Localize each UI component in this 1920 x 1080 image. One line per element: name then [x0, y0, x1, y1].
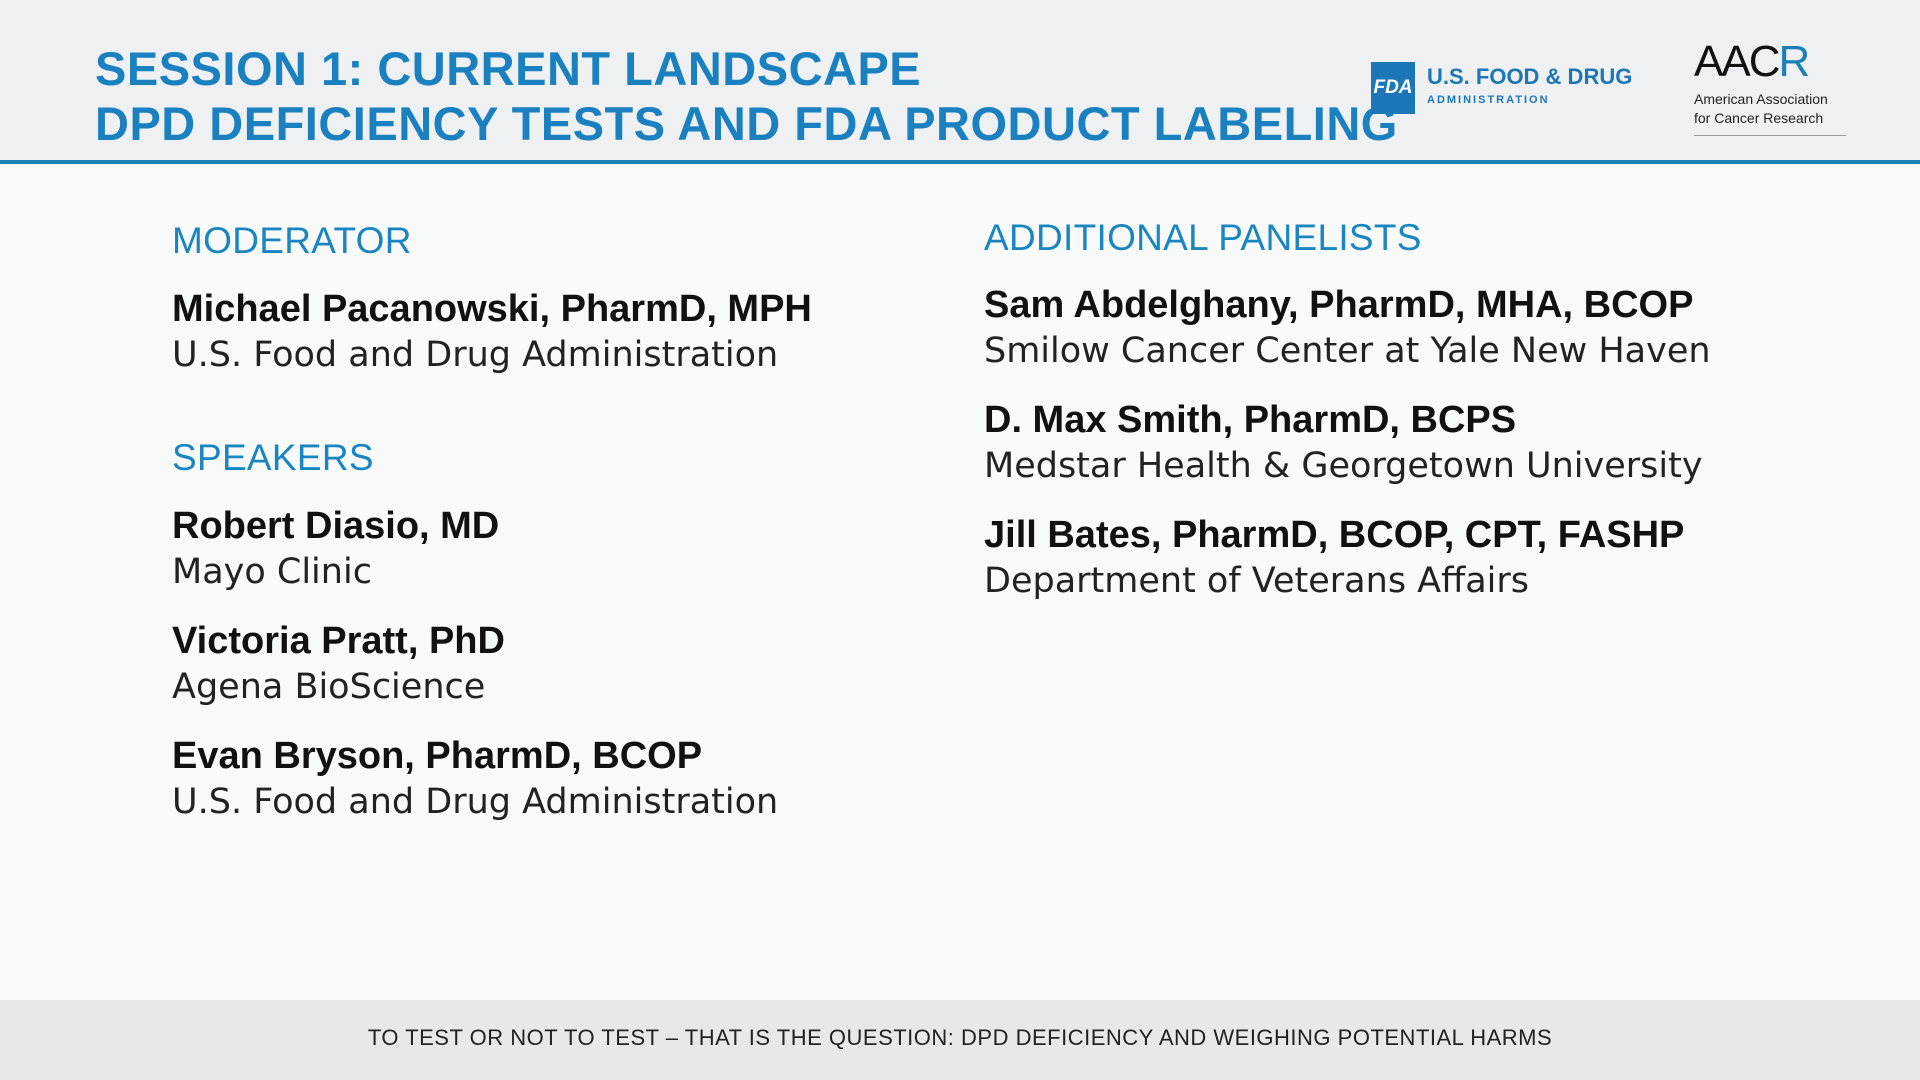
speaker-affiliation: Agena BioScience	[172, 667, 486, 707]
aacr-logo-rule	[1694, 135, 1846, 136]
speakers-heading: SPEAKERS	[172, 437, 374, 478]
speaker-affiliation: U.S. Food and Drug Administration	[172, 782, 779, 822]
aacr-logo-line1: American Association	[1694, 91, 1828, 107]
panelist-name: Jill Bates, PharmD, BCOP, CPT, FASHP	[984, 514, 1685, 556]
session-title: SESSION 1: CURRENT LANDSCAPE	[95, 42, 922, 95]
panelists-heading: ADDITIONAL PANELISTS	[984, 217, 1422, 258]
fda-logo: FDA U.S. FOOD & DRUG ADMINISTRATION	[1371, 62, 1633, 118]
panelist-affiliation: Department of Veterans Affairs	[984, 561, 1530, 601]
moderator-heading: MODERATOR	[172, 220, 412, 261]
aacr-logo: AACR American Association for Cancer Res…	[1694, 40, 1854, 140]
panelist-name: Sam Abdelghany, PharmD, MHA, BCOP	[984, 284, 1694, 326]
speaker-name: Victoria Pratt, PhD	[172, 620, 505, 662]
moderator-name: Michael Pacanowski, PharmD, MPH	[172, 288, 812, 330]
moderator-affiliation: U.S. Food and Drug Administration	[172, 335, 779, 375]
speaker-name: Robert Diasio, MD	[172, 505, 500, 547]
panelist-affiliation: Smilow Cancer Center at Yale New Haven	[984, 331, 1711, 371]
aacr-mark: AACR	[1694, 37, 1810, 86]
aacr-logo-line2: for Cancer Research	[1694, 110, 1824, 126]
fda-logo-name: U.S. FOOD & DRUG	[1427, 64, 1633, 89]
slide-header: SESSION 1: CURRENT LANDSCAPE DPD DEFICIE…	[0, 0, 1920, 164]
panelist-affiliation: Medstar Health & Georgetown University	[984, 446, 1703, 486]
speaker-affiliation: Mayo Clinic	[172, 552, 372, 592]
panelist-name: D. Max Smith, PharmD, BCPS	[984, 399, 1517, 441]
footer-title: TO TEST OR NOT TO TEST – THAT IS THE QUE…	[367, 1025, 1553, 1050]
fda-logo-sub: ADMINISTRATION	[1427, 94, 1550, 106]
slide-footer: TO TEST OR NOT TO TEST – THAT IS THE QUE…	[0, 1000, 1920, 1080]
fda-mark-icon: FDA	[1371, 62, 1415, 114]
speaker-name: Evan Bryson, PharmD, BCOP	[172, 735, 703, 777]
session-subtitle: DPD DEFICIENCY TESTS AND FDA PRODUCT LAB…	[95, 97, 1398, 150]
